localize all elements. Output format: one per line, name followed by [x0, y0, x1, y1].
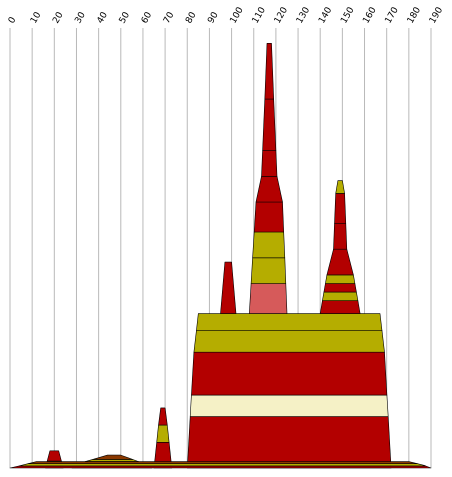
shape-peak-150 [319, 180, 361, 314]
band-main-block-3 [193, 330, 385, 353]
x-tick-label: 30 [73, 10, 88, 25]
band-peak-150-5 [333, 223, 348, 250]
band-peak-150-6 [334, 193, 347, 224]
band-main-block-0 [187, 416, 392, 469]
band-baseline-strip-2 [27, 461, 418, 465]
band-peak-150-4 [326, 248, 354, 276]
band-peak-120-5 [261, 150, 278, 177]
x-tick-label: 100 [229, 5, 246, 25]
shape-peak-120 [249, 42, 288, 314]
shape-baseline-strip [9, 461, 432, 469]
band-main-block-1 [189, 394, 389, 417]
x-tick-label: 80 [184, 10, 199, 25]
x-tick-label: 140 [317, 5, 334, 25]
shape-peak-100 [220, 261, 237, 314]
band-peak-120-2 [252, 231, 286, 259]
x-tick-label: 160 [361, 5, 378, 25]
band-baseline-strip-0 [9, 465, 432, 469]
band-peak-150-7 [335, 180, 345, 194]
x-tick-label: 40 [96, 10, 111, 25]
band-peak-120-1 [250, 257, 287, 284]
band-peak-150-0 [319, 300, 361, 314]
x-tick-label: 150 [339, 5, 356, 25]
band-peak-70-2 [158, 407, 168, 426]
x-tick-label: 20 [51, 10, 66, 25]
x-tick-label: 0 [7, 15, 19, 25]
x-tick-label: 70 [162, 10, 177, 25]
x-tick-label: 50 [118, 10, 133, 25]
band-peak-150-2 [323, 283, 357, 293]
x-tick-label: 110 [251, 5, 268, 25]
band-peak-20-2 [46, 450, 62, 462]
x-tick-label: 90 [206, 10, 221, 25]
band-peak-120-0 [249, 283, 288, 314]
x-axis-tick-labels: 0 10 20 30 40 50 60 70 80 90 100 110 120 130 140 150 160… [7, 5, 445, 25]
band-peak-120-6 [262, 98, 277, 151]
chart-shapes [9, 42, 432, 469]
band-peak-120-4 [255, 176, 283, 203]
x-tick-label: 180 [406, 5, 423, 25]
band-peak-70-1 [156, 424, 170, 443]
shape-main-block [187, 313, 392, 469]
band-main-block-4 [196, 313, 383, 332]
band-peak-100-0 [220, 261, 237, 314]
shape-peak-70 [153, 407, 173, 469]
band-peak-150-3 [325, 274, 356, 284]
band-baseline-strip-1 [18, 463, 426, 467]
x-tick-label: 120 [273, 5, 290, 25]
x-tick-label: 10 [29, 10, 44, 25]
band-peak-47-4 [92, 454, 133, 460]
band-peak-150-1 [322, 291, 359, 302]
x-tick-label: 170 [384, 5, 401, 25]
band-peak-120-7 [264, 42, 275, 100]
band-peak-120-3 [253, 201, 285, 233]
x-tick-label: 60 [140, 10, 155, 25]
x-tick-label: 190 [428, 5, 445, 25]
x-tick-label: 130 [295, 5, 312, 25]
band-peak-47-3 [85, 459, 139, 462]
band-main-block-2 [191, 351, 388, 396]
